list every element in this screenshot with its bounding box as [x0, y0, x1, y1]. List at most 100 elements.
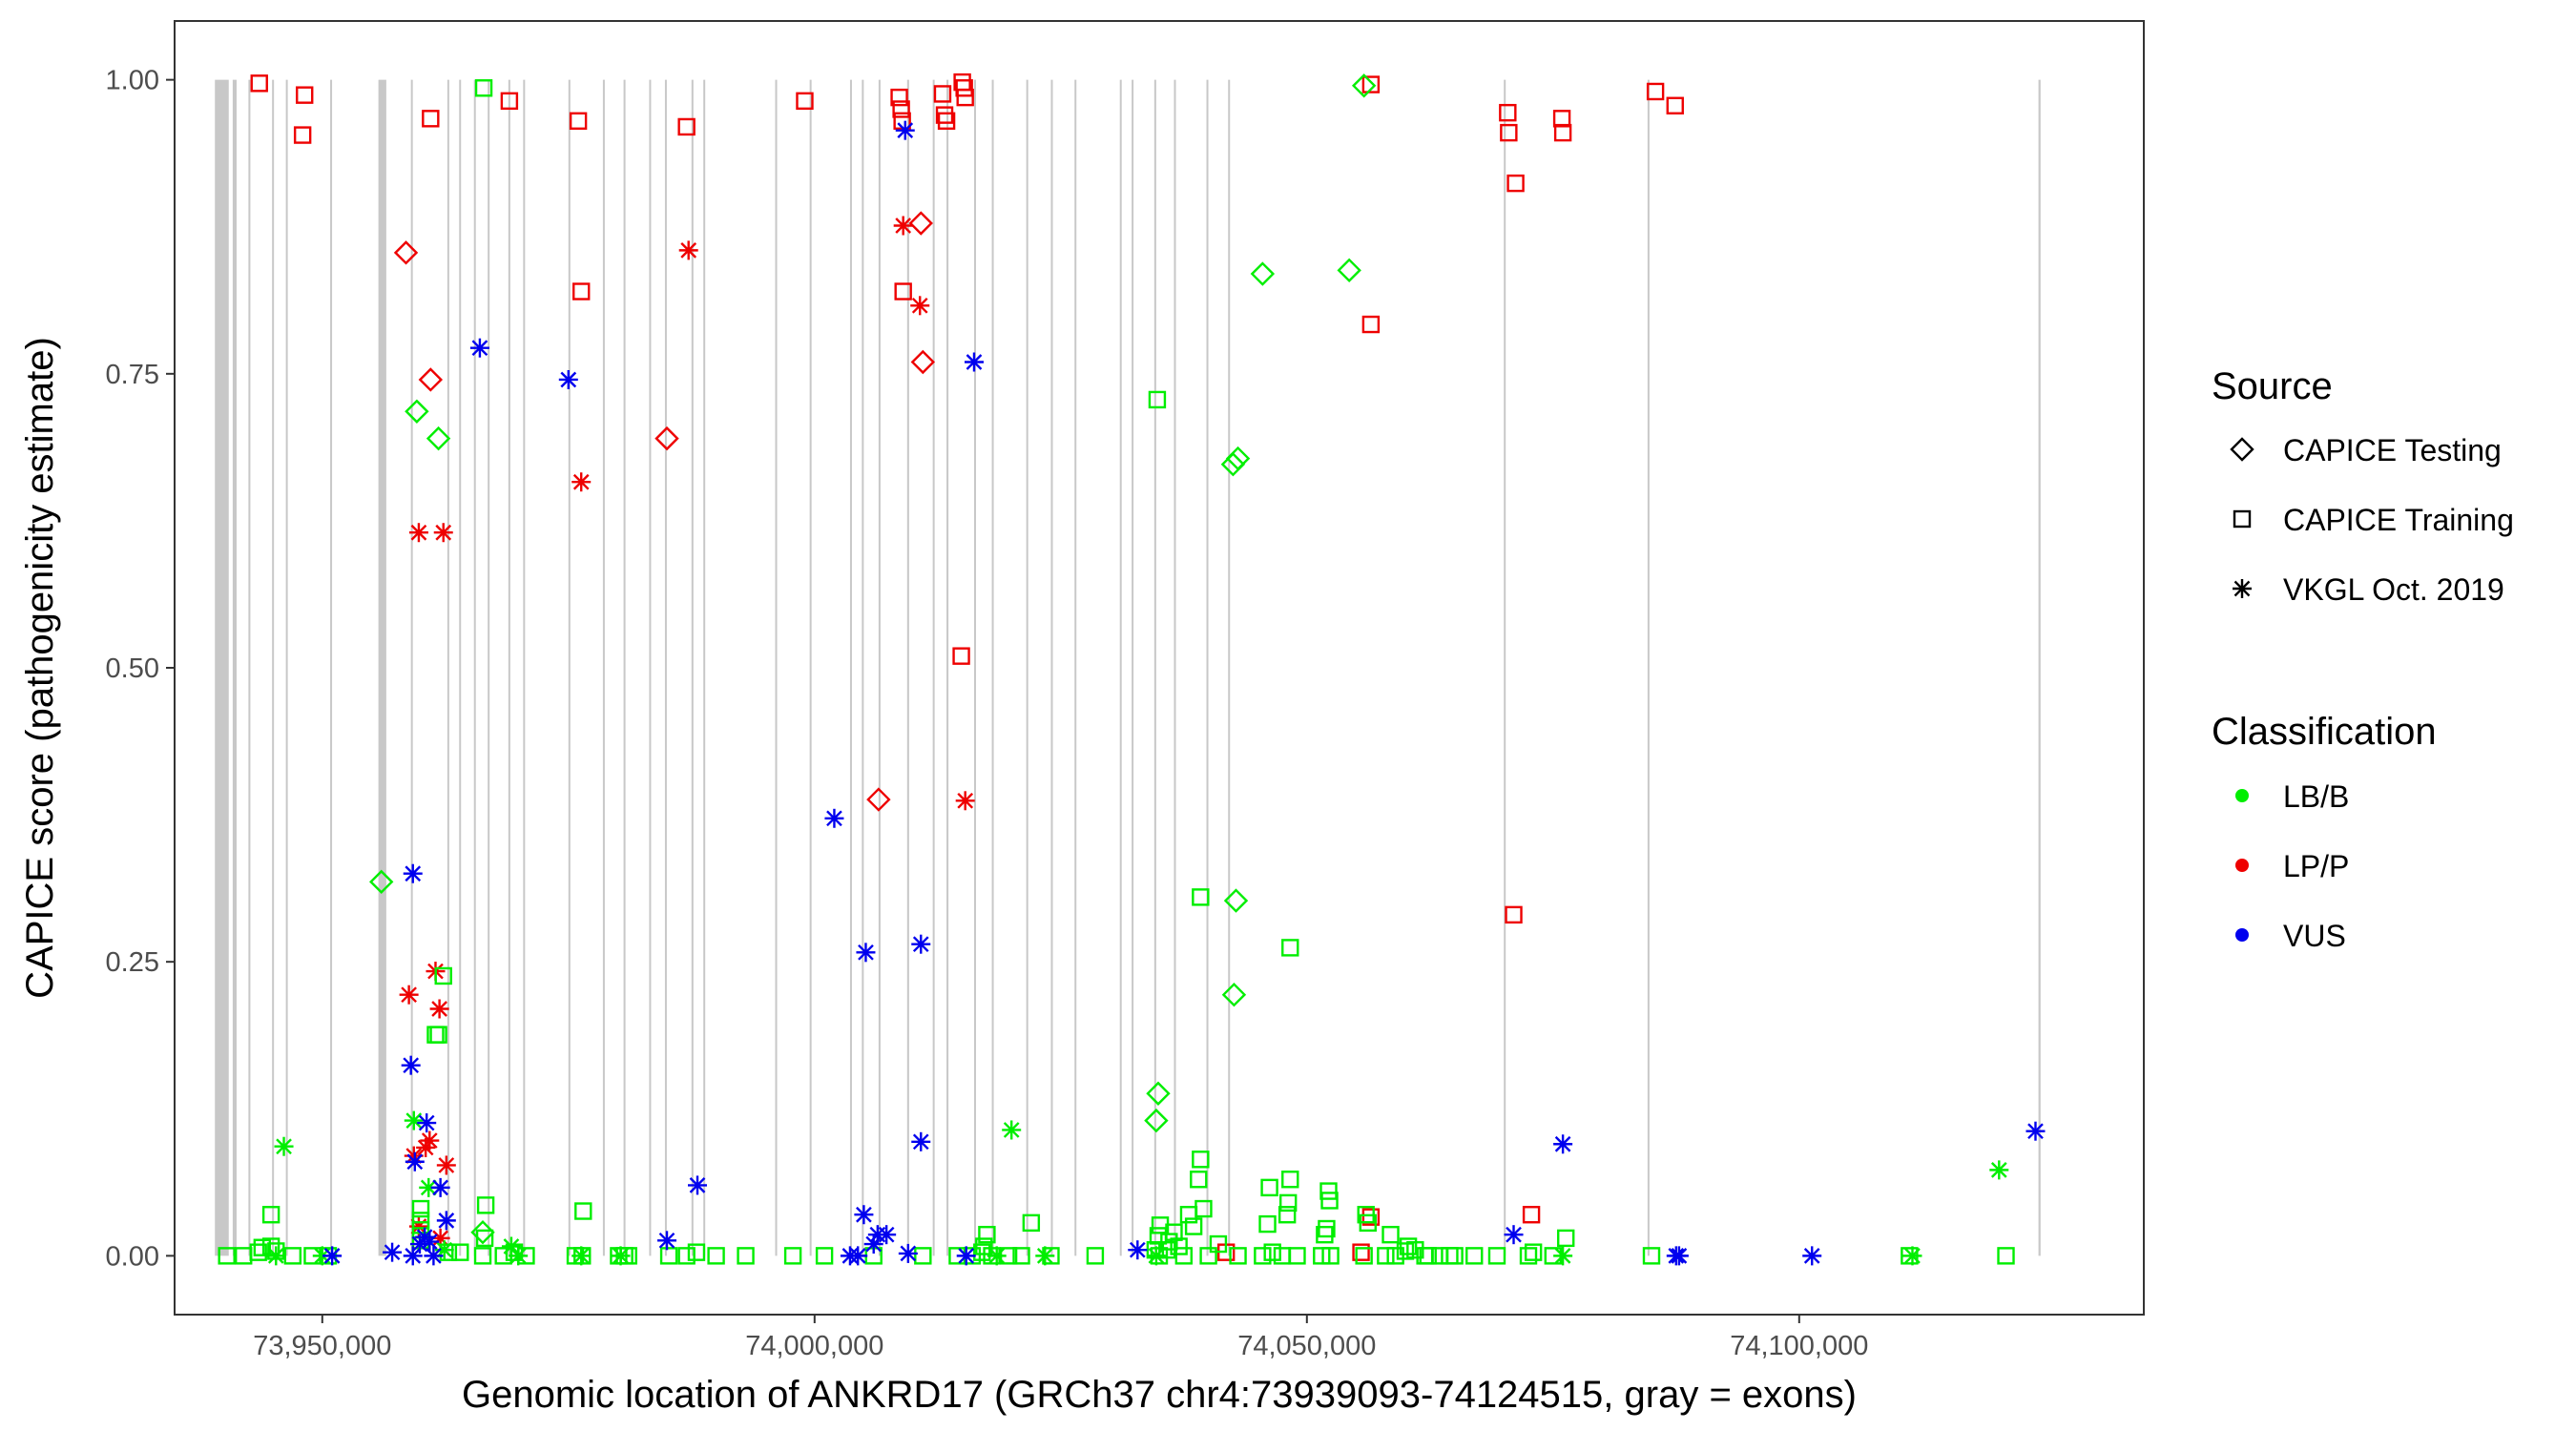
- point-capice-training-lb-b-40: [914, 1247, 932, 1265]
- point-capice-training-lb-b-109: [1419, 1247, 1437, 1265]
- point-capice-training-lb-b-14: [253, 1238, 272, 1256]
- exon-band-38: [1206, 79, 1209, 1256]
- point-capice-training-lb-b-5: [411, 1212, 430, 1230]
- point-capice-testing-lb-b-11: [1144, 1108, 1169, 1133]
- point-capice-testing-lp-p-2: [654, 425, 679, 451]
- point-capice-training-lb-b-71: [1263, 1243, 1281, 1261]
- point-vkgl-lp-p-11: [420, 1130, 440, 1151]
- point-vkgl-vus-25: [840, 1246, 860, 1266]
- point-capice-training-lb-b-56: [1170, 1237, 1188, 1255]
- point-vkgl-lp-p-7: [399, 985, 419, 1005]
- point-vkgl-lp-p-6: [433, 523, 453, 543]
- point-capice-training-lp-p-6: [572, 282, 591, 301]
- exon-band-0: [215, 79, 229, 1256]
- point-capice-testing-lb-b-5: [405, 399, 429, 424]
- point-capice-training-lb-b-75: [1281, 1171, 1299, 1189]
- exon-band-26: [906, 79, 909, 1256]
- exon-band-28: [946, 79, 949, 1256]
- point-vkgl-vus-35: [322, 1246, 343, 1266]
- point-vkgl-lb-b-0: [274, 1136, 294, 1156]
- point-capice-training-lp-p-27: [1553, 123, 1572, 142]
- exon-band-11: [488, 79, 490, 1256]
- point-capice-training-lp-p-24: [1500, 123, 1518, 142]
- point-capice-training-lp-p-15: [937, 112, 956, 130]
- point-vkgl-lb-b-8: [571, 1246, 592, 1266]
- point-capice-training-lp-p-25: [1506, 174, 1525, 193]
- exon-band-27: [932, 79, 935, 1256]
- point-capice-training-lb-b-23: [473, 1247, 492, 1265]
- exon-band-24: [862, 79, 864, 1256]
- legend-item-capice-training: CAPICE Training: [2283, 503, 2514, 537]
- point-capice-testing-lb-b-6: [426, 425, 451, 451]
- point-vkgl-vus-15: [1553, 1134, 1573, 1154]
- point-vkgl-vus-5: [403, 863, 423, 883]
- legend-key-vus: [2235, 928, 2249, 942]
- point-capice-training-lb-b-64: [1195, 1199, 1213, 1218]
- point-vkgl-vus-22: [863, 1234, 883, 1255]
- legend-item-lb-b: LB/B: [2283, 779, 2349, 814]
- point-vkgl-lb-b-9: [611, 1246, 631, 1266]
- exon-band-2: [248, 79, 251, 1256]
- x-tick-label-2: 74,050,000: [1237, 1331, 1376, 1361]
- point-capice-training-lb-b-83: [1321, 1247, 1340, 1265]
- point-vkgl-vus-34: [1802, 1246, 1822, 1266]
- point-capice-training-lp-p-8: [796, 92, 814, 111]
- point-capice-training-lb-b-68: [1254, 1247, 1272, 1265]
- point-capice-testing-lb-b-1: [1250, 261, 1276, 286]
- point-capice-testing-lb-b-4: [1220, 452, 1246, 477]
- exon-bands: [215, 79, 2041, 1256]
- point-capice-testing-lp-p-3: [908, 211, 933, 236]
- point-capice-testing-lp-p-1: [418, 367, 444, 392]
- point-capice-training-lb-b-104: [1997, 1247, 2015, 1265]
- point-vkgl-vus-3: [964, 352, 984, 372]
- point-capice-training-lb-b-60: [1190, 1171, 1208, 1189]
- point-capice-training-lb-b-88: [1381, 1225, 1400, 1244]
- point-capice-training-lb-b-98: [1519, 1247, 1538, 1265]
- point-capice-testing-lb-b-12: [470, 1220, 495, 1245]
- point-capice-testing-lb-b-2: [1337, 258, 1361, 283]
- point-vkgl-vus-6: [856, 943, 876, 963]
- point-capice-training-lb-b-61: [1192, 1151, 1210, 1169]
- x-axis-title: Genomic location of ANKRD17 (GRCh37 chr4…: [462, 1374, 1857, 1416]
- point-vkgl-vus-17: [1504, 1225, 1524, 1245]
- point-capice-training-lp-p-3: [422, 110, 440, 128]
- point-capice-training-lb-b-78: [1313, 1247, 1331, 1265]
- point-vkgl-lb-b-1: [404, 1110, 424, 1130]
- point-capice-training-lb-b-59: [1184, 1217, 1203, 1235]
- point-vkgl-lp-p-3: [910, 296, 930, 316]
- point-capice-training-lb-b-66: [1209, 1234, 1228, 1254]
- point-capice-training-lb-b-13: [249, 1243, 267, 1261]
- exon-band-15: [602, 79, 605, 1256]
- point-capice-training-lb-b-1: [434, 966, 452, 985]
- point-vkgl-vus-36: [956, 1246, 976, 1266]
- point-capice-testing-lb-b-9: [369, 869, 394, 895]
- point-capice-training-lp-p-4: [500, 92, 519, 111]
- point-capice-training-lb-b-74: [1278, 1193, 1298, 1213]
- point-capice-training-lb-b-73: [1278, 1206, 1297, 1224]
- point-capice-training-lb-b-79: [1316, 1225, 1334, 1244]
- point-vkgl-vus-1: [469, 338, 489, 358]
- point-vkgl-lp-p-1: [678, 240, 698, 260]
- point-vkgl-lb-b-7: [509, 1246, 529, 1266]
- point-capice-training-lp-p-21: [1361, 315, 1381, 334]
- point-vkgl-lp-p-5: [408, 523, 428, 543]
- point-capice-training-lb-b-8: [476, 1196, 495, 1214]
- point-vkgl-lb-b-3: [1002, 1120, 1022, 1140]
- point-vkgl-lb-b-12: [1146, 1246, 1166, 1266]
- legend-item-vkgl: VKGL Oct. 2019: [2283, 572, 2504, 607]
- point-capice-training-lb-b-32: [659, 1247, 678, 1265]
- point-vkgl-vus-10: [405, 1151, 425, 1172]
- point-vkgl-vus-23: [898, 1243, 918, 1263]
- point-capice-training-lb-b-38: [815, 1247, 834, 1265]
- point-capice-training-lb-b-77: [1288, 1247, 1306, 1265]
- exon-band-22: [809, 79, 812, 1256]
- point-vkgl-vus-18: [657, 1231, 676, 1251]
- point-capice-training-lp-p-0: [250, 74, 268, 93]
- point-capice-testing-lp-p-5: [866, 787, 891, 812]
- point-capice-training-lb-b-102: [1642, 1247, 1661, 1265]
- exon-band-18: [664, 79, 667, 1256]
- legend-key-lp-p: [2235, 859, 2249, 872]
- point-capice-training-lp-p-31: [1522, 1206, 1541, 1224]
- point-capice-training-lp-p-23: [1499, 103, 1517, 122]
